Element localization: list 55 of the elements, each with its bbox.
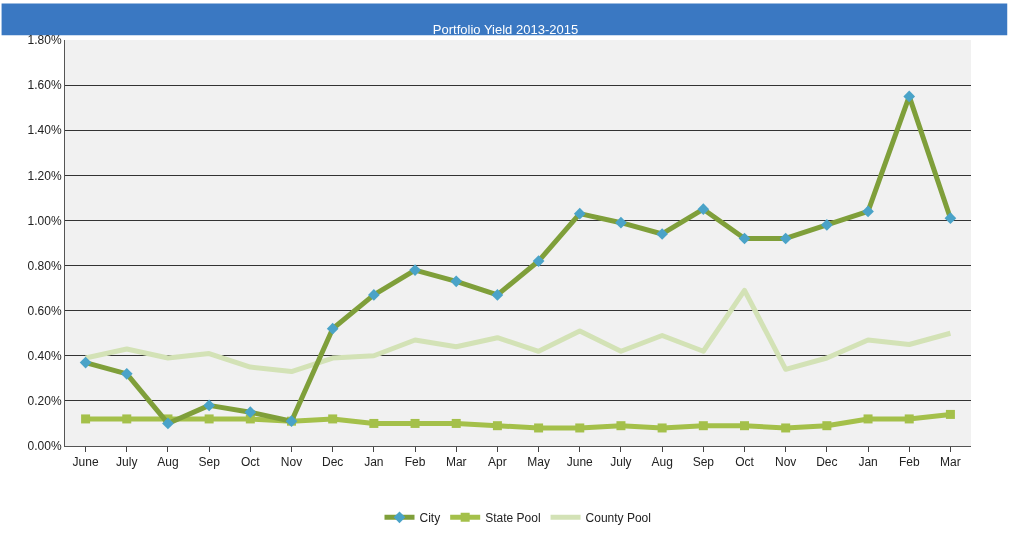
x-tick-label: Nov (775, 455, 797, 470)
y-tick-label: 0.40% (27, 348, 62, 363)
point (328, 414, 338, 424)
x-tick-label: Dec (322, 455, 344, 470)
point (451, 418, 461, 428)
x-tick-label: Feb (898, 455, 920, 470)
point (863, 414, 873, 424)
x-tick-label: June (72, 455, 99, 470)
x-tick-label: Mar (940, 455, 961, 470)
y-tick-label: 1.00% (27, 213, 62, 228)
legend-label: City (419, 511, 441, 526)
x-tick-label: Oct (240, 455, 261, 470)
point (698, 421, 708, 431)
point (410, 418, 420, 428)
point (904, 414, 914, 424)
point (781, 423, 791, 433)
chart-title: Portfolio Yield 2013-2015 (432, 21, 579, 37)
x-tick-label: Apr (488, 455, 507, 470)
y-tick-label: 1.20% (27, 168, 62, 183)
legend-label: State Pool (485, 511, 541, 526)
y-tick-label: 1.80% (27, 33, 62, 48)
x-tick-label: Aug (651, 455, 673, 470)
point (81, 414, 91, 424)
x-tick-label: Sep (198, 455, 221, 470)
x-tick-label: Sep (692, 455, 715, 470)
point (616, 421, 626, 431)
y-tick-label: 0.00% (27, 439, 62, 454)
point (822, 421, 832, 431)
x-tick-label: Jan (858, 455, 878, 470)
y-tick-label: 1.40% (27, 123, 62, 138)
y-tick-label: 1.60% (27, 78, 62, 93)
x-tick-label: May (527, 455, 550, 470)
x-tick-label: July (610, 455, 632, 470)
y-tick-label: 0.80% (27, 258, 62, 273)
point (122, 414, 132, 424)
x-tick-label: Dec (816, 455, 838, 470)
y-tick-label: 0.20% (27, 394, 62, 409)
x-tick-label: Nov (280, 455, 303, 470)
x-tick-label: Feb (404, 455, 426, 470)
point (204, 414, 214, 424)
x-tick-label: Oct (735, 455, 755, 470)
point (575, 423, 585, 433)
x-tick-label: Mar (445, 455, 467, 470)
point (740, 421, 749, 431)
x-tick-label: Aug (157, 455, 179, 470)
point (534, 423, 544, 433)
point (945, 409, 955, 419)
point (657, 423, 667, 433)
y-tick-label: 0.60% (27, 303, 62, 318)
x-tick-label: June (566, 455, 594, 470)
legend-label: County Pool (585, 511, 651, 526)
x-tick-label: July (116, 455, 138, 470)
x-tick-label: Jan (364, 455, 384, 470)
point (369, 418, 379, 428)
point (492, 421, 502, 431)
